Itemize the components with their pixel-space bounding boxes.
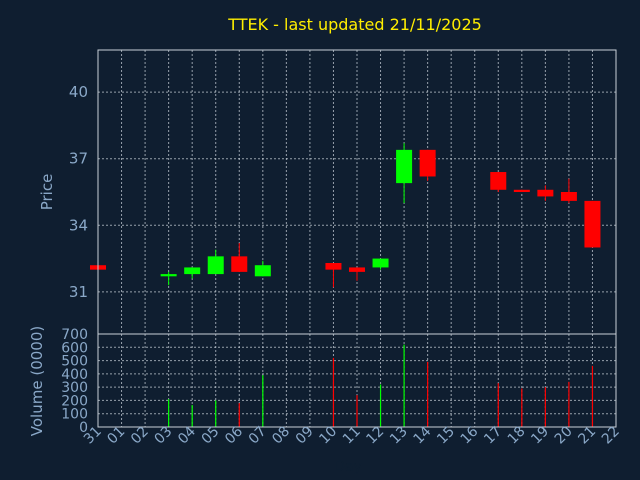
- candle-body-05: [207, 256, 224, 275]
- volume-y-tick-label: 700: [61, 327, 88, 343]
- chart-title: TTEK - last updated 21/11/2025: [227, 15, 482, 34]
- candle-body-03: [160, 274, 177, 277]
- candle-body-14: [419, 149, 436, 177]
- candles: [90, 143, 601, 288]
- price-y-tick-label: 37: [69, 150, 88, 168]
- volume-y-tick-label: 500: [61, 354, 88, 370]
- candle-body-17: [490, 172, 507, 190]
- candle-body-07: [254, 265, 271, 277]
- price-y-tick-label: 31: [69, 283, 88, 301]
- candle-body-06: [231, 256, 248, 272]
- candle-body-21: [584, 200, 601, 248]
- candle-body-04: [184, 267, 201, 275]
- candle-body-11: [349, 267, 365, 272]
- candle-body-13: [396, 149, 413, 184]
- volume-axis-label: Volume (0000): [28, 326, 46, 436]
- volume-y-tick-label: 400: [61, 367, 88, 383]
- volume-bars: [168, 344, 594, 427]
- volume-y-tick-label: 300: [61, 380, 88, 396]
- volume-y-tick-label: 200: [61, 393, 88, 409]
- volume-y-tick-label: 100: [61, 407, 88, 423]
- candle-body-18: [513, 189, 530, 192]
- candle-body-12: [372, 258, 389, 268]
- price-axis-label: Price: [38, 174, 56, 211]
- volume-plot-frame: [97, 333, 617, 428]
- price-y-ticks: 31 34 37 40: [69, 83, 88, 301]
- x-ticks: 31 01 02 03 04 05 06 07 08 09 10 11 12 13 14 15 16 17 18 19…: [81, 423, 623, 447]
- candle-body-19: [537, 189, 554, 197]
- x-axis-label: Day: [334, 459, 362, 475]
- volume-y-tick-label: 600: [61, 340, 88, 356]
- price-y-tick-label: 34: [69, 216, 88, 234]
- candle-body-10: [325, 263, 342, 270]
- volume-y-tick-label: 0: [79, 420, 88, 436]
- candle-body-20: [560, 192, 577, 201]
- price-y-tick-label: 40: [69, 83, 88, 101]
